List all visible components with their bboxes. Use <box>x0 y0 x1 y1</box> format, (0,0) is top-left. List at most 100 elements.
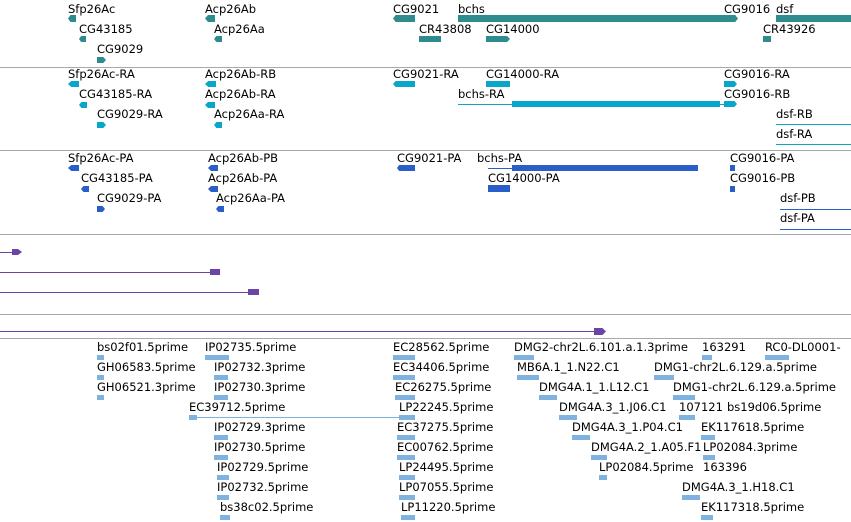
protein-exon[interactable] <box>512 165 698 171</box>
transcript-label[interactable]: Acp26Ab-RB <box>205 67 277 81</box>
est-label[interactable]: EC00762.5prime <box>397 440 494 454</box>
est-label[interactable]: EC39712.5prime <box>189 400 286 414</box>
transcript-label[interactable]: dsf-RA <box>776 127 813 141</box>
gene-feature[interactable] <box>214 36 222 42</box>
gene-feature[interactable] <box>79 36 86 42</box>
est-feature[interactable] <box>701 515 713 520</box>
est-feature[interactable] <box>397 455 415 460</box>
est-feature[interactable] <box>214 455 228 460</box>
est-label[interactable]: EC28562.5prime <box>393 340 490 354</box>
transcript-exon[interactable] <box>512 101 720 107</box>
est-label[interactable]: GH06521.3prime <box>97 380 196 394</box>
gene-feature[interactable] <box>724 15 738 22</box>
est-label[interactable]: bs38c02.5prime <box>220 500 314 514</box>
est-label[interactable]: IP02732.5prime <box>217 480 309 494</box>
est-label[interactable]: LP24495.5prime <box>399 460 494 474</box>
gene-feature[interactable] <box>393 15 415 22</box>
est-label[interactable]: IP02735.5prime <box>205 340 297 354</box>
transcript-feature[interactable] <box>205 102 215 108</box>
est-label[interactable]: LP11220.5prime <box>401 500 496 514</box>
alignment-feature[interactable] <box>210 269 220 275</box>
est-feature[interactable] <box>393 355 415 360</box>
gene-feature[interactable] <box>68 15 76 22</box>
transcript-label[interactable]: CG14000-RA <box>486 67 560 81</box>
est-label[interactable]: 163291 <box>702 340 746 354</box>
protein-label[interactable]: dsf-PB <box>780 191 816 205</box>
transcript-label[interactable]: bchs-RA <box>458 87 505 101</box>
protein-label[interactable]: CG9016-PB <box>730 171 796 185</box>
est-feature[interactable] <box>703 455 715 460</box>
gene-feature[interactable] <box>419 36 441 42</box>
gene-feature[interactable] <box>97 57 106 63</box>
gene-label[interactable]: CR43926 <box>763 22 816 36</box>
est-label[interactable]: IP02729.5prime <box>217 460 309 474</box>
est-label[interactable]: EC34406.5prime <box>393 360 490 374</box>
est-feature[interactable] <box>217 495 229 500</box>
est-label[interactable]: DMG2-chr2L.6.101.a.1.3prime <box>514 340 688 354</box>
est-label[interactable]: MB6A.1_1.N22.C1 <box>517 360 620 374</box>
est-label[interactable]: IP02732.3prime <box>214 360 306 374</box>
gene-feature[interactable] <box>486 36 510 42</box>
est-feature[interactable] <box>591 455 607 460</box>
est-feature[interactable] <box>217 475 229 480</box>
alignment-feature[interactable] <box>594 328 606 335</box>
protein-feature[interactable] <box>397 165 415 171</box>
est-label[interactable]: 163396 <box>703 460 747 474</box>
gene-label[interactable]: Acp26Aa <box>214 22 265 36</box>
est-feature[interactable] <box>205 355 229 360</box>
est-feature[interactable] <box>539 395 557 400</box>
est-label[interactable]: DMG4A.1_1.L12.C1 <box>539 380 650 394</box>
transcript-feature[interactable] <box>79 102 87 108</box>
est-feature[interactable] <box>214 375 228 380</box>
est-feature[interactable] <box>214 435 228 440</box>
gene-label[interactable]: bchs <box>458 2 485 16</box>
protein-feature[interactable] <box>208 165 218 171</box>
transcript-label[interactable]: Sfp26Ac-RA <box>68 67 135 81</box>
gene-label[interactable]: CG9016 <box>724 2 771 16</box>
transcript-feature[interactable] <box>393 81 415 87</box>
transcript-feature[interactable] <box>214 122 222 128</box>
gene-feature[interactable] <box>776 15 851 22</box>
est-feature[interactable] <box>679 415 695 420</box>
est-label[interactable]: DMG1-chr2L.6.129.a.5prime <box>654 360 817 374</box>
transcript-feature[interactable] <box>724 81 737 87</box>
est-feature[interactable] <box>572 435 590 440</box>
transcript-label[interactable]: CG9029-RA <box>97 107 163 121</box>
protein-feature[interactable] <box>81 186 89 192</box>
est-label[interactable]: DMG1-chr2L.6.129.a.5prime <box>673 380 836 394</box>
est-label[interactable]: 107121 <box>679 400 723 414</box>
gene-label[interactable]: CG43185 <box>79 22 133 36</box>
est-feature[interactable] <box>682 495 700 500</box>
est-label[interactable]: bs19d06.5prime <box>727 400 822 414</box>
gene-label[interactable]: CG9021 <box>393 2 440 16</box>
gene-feature[interactable] <box>763 36 771 42</box>
est-label[interactable]: EC26275.5prime <box>395 380 492 394</box>
est-label[interactable]: EC37275.5prime <box>397 420 494 434</box>
gene-label[interactable]: Acp26Ab <box>205 2 257 16</box>
protein-label[interactable]: CG14000-PA <box>488 171 560 185</box>
est-feature[interactable] <box>97 395 104 400</box>
est-feature[interactable] <box>220 515 230 520</box>
protein-label[interactable]: bchs-PA <box>477 151 523 165</box>
est-label[interactable]: GH06583.5prime <box>97 360 196 374</box>
est-label[interactable]: EK117618.5prime <box>701 420 805 434</box>
gene-label[interactable]: CG9029 <box>97 42 144 56</box>
transcript-feature[interactable] <box>68 81 79 87</box>
est-feature[interactable] <box>765 355 789 360</box>
transcript-label[interactable]: CG9016-RA <box>724 67 790 81</box>
alignment-feature[interactable] <box>12 249 22 255</box>
est-feature[interactable] <box>517 375 539 380</box>
gene-label[interactable]: dsf <box>776 2 794 16</box>
est-feature[interactable] <box>97 355 104 360</box>
est-label[interactable]: IP02730.5prime <box>214 440 306 454</box>
est-label[interactable]: LP02084.5prime <box>599 460 694 474</box>
est-feature[interactable] <box>701 435 715 440</box>
transcript-label[interactable]: Acp26Aa-RA <box>214 107 285 121</box>
gene-label[interactable]: Sfp26Ac <box>68 2 116 16</box>
protein-feature[interactable] <box>208 186 218 192</box>
protein-label[interactable]: CG43185-PA <box>81 171 153 185</box>
est-feature[interactable] <box>397 435 415 440</box>
est-label[interactable]: DMG4A.3_1.P04.C1 <box>572 420 683 434</box>
protein-feature[interactable] <box>730 165 735 171</box>
protein-feature[interactable] <box>216 206 224 212</box>
